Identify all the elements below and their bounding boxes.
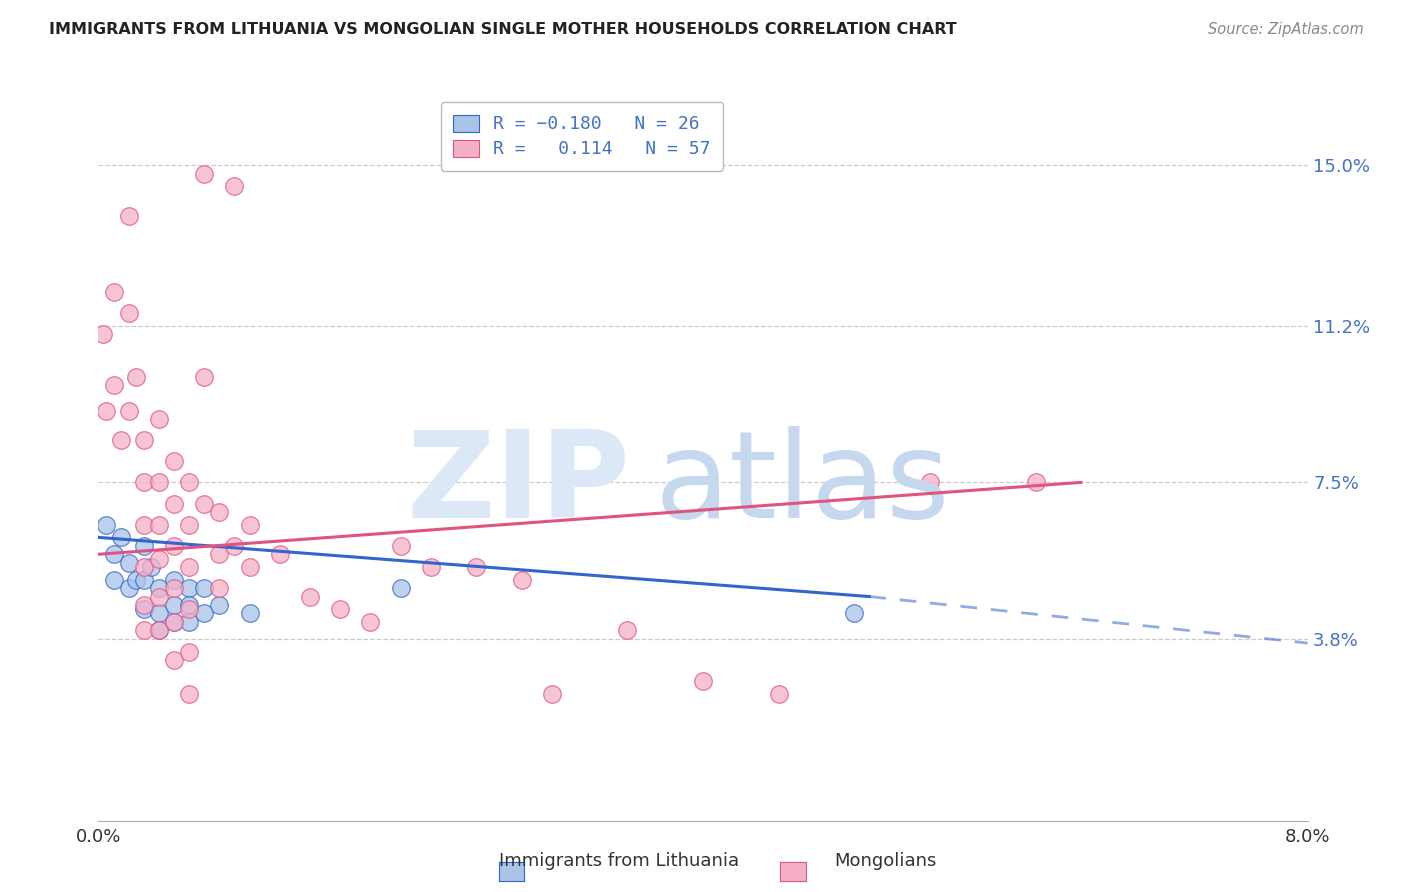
- Text: Source: ZipAtlas.com: Source: ZipAtlas.com: [1208, 22, 1364, 37]
- Point: [132, 517, 155, 532]
- Point: [465, 560, 488, 574]
- Point: [118, 306, 141, 320]
- Point: [163, 454, 186, 468]
- Point: [179, 644, 201, 658]
- Text: atlas: atlas: [655, 425, 950, 542]
- Point: [132, 602, 155, 616]
- Point: [148, 624, 170, 638]
- Point: [163, 497, 186, 511]
- Point: [163, 581, 186, 595]
- Point: [420, 560, 443, 574]
- Point: [179, 598, 201, 612]
- Point: [118, 403, 141, 417]
- Point: [132, 598, 155, 612]
- Point: [329, 602, 352, 616]
- Point: [179, 560, 201, 574]
- Point: [132, 539, 155, 553]
- Point: [193, 369, 215, 384]
- Point: [179, 581, 201, 595]
- Point: [132, 624, 155, 638]
- Point: [163, 615, 186, 629]
- Point: [224, 179, 246, 194]
- Point: [148, 475, 170, 490]
- Point: [163, 653, 186, 667]
- Point: [208, 547, 231, 561]
- Point: [148, 590, 170, 604]
- Point: [541, 687, 564, 701]
- Point: [103, 378, 125, 392]
- Point: [91, 327, 114, 342]
- Point: [179, 517, 201, 532]
- Point: [132, 475, 155, 490]
- Point: [224, 539, 246, 553]
- Point: [239, 607, 262, 621]
- Point: [179, 687, 201, 701]
- Point: [208, 581, 231, 595]
- Point: [389, 581, 412, 595]
- Point: [193, 497, 215, 511]
- Point: [208, 505, 231, 519]
- Point: [616, 624, 638, 638]
- Point: [118, 581, 141, 595]
- Point: [94, 403, 117, 417]
- Point: [692, 674, 714, 689]
- Point: [125, 369, 148, 384]
- Text: Immigrants from Lithuania: Immigrants from Lithuania: [499, 852, 738, 870]
- Point: [179, 615, 201, 629]
- Point: [94, 517, 117, 532]
- Point: [360, 615, 382, 629]
- Point: [141, 560, 163, 574]
- Point: [193, 167, 215, 181]
- Point: [148, 412, 170, 426]
- Point: [163, 539, 186, 553]
- Point: [163, 598, 186, 612]
- Point: [125, 573, 148, 587]
- Point: [132, 433, 155, 447]
- Point: [163, 615, 186, 629]
- Point: [510, 573, 533, 587]
- Point: [389, 539, 412, 553]
- Point: [148, 607, 170, 621]
- Point: [299, 590, 322, 604]
- Point: [132, 573, 155, 587]
- Point: [118, 209, 141, 223]
- Point: [163, 573, 186, 587]
- Point: [193, 581, 215, 595]
- Text: Mongolians: Mongolians: [835, 852, 936, 870]
- Point: [148, 551, 170, 566]
- Point: [118, 556, 141, 570]
- Point: [132, 560, 155, 574]
- Point: [208, 598, 231, 612]
- Text: ZIP: ZIP: [406, 425, 630, 542]
- Point: [148, 517, 170, 532]
- Point: [179, 602, 201, 616]
- Point: [269, 547, 291, 561]
- Point: [239, 560, 262, 574]
- Point: [1025, 475, 1047, 490]
- Point: [768, 687, 790, 701]
- Legend: R = −0.180   N = 26, R =   0.114   N = 57: R = −0.180 N = 26, R = 0.114 N = 57: [441, 102, 723, 171]
- Point: [103, 285, 125, 300]
- Text: IMMIGRANTS FROM LITHUANIA VS MONGOLIAN SINGLE MOTHER HOUSEHOLDS CORRELATION CHAR: IMMIGRANTS FROM LITHUANIA VS MONGOLIAN S…: [49, 22, 957, 37]
- Point: [239, 517, 262, 532]
- Point: [179, 475, 201, 490]
- Point: [193, 607, 215, 621]
- Point: [110, 530, 132, 544]
- Point: [844, 607, 866, 621]
- Point: [918, 475, 941, 490]
- Point: [110, 433, 132, 447]
- Point: [103, 573, 125, 587]
- Point: [103, 547, 125, 561]
- Point: [148, 581, 170, 595]
- Point: [148, 624, 170, 638]
